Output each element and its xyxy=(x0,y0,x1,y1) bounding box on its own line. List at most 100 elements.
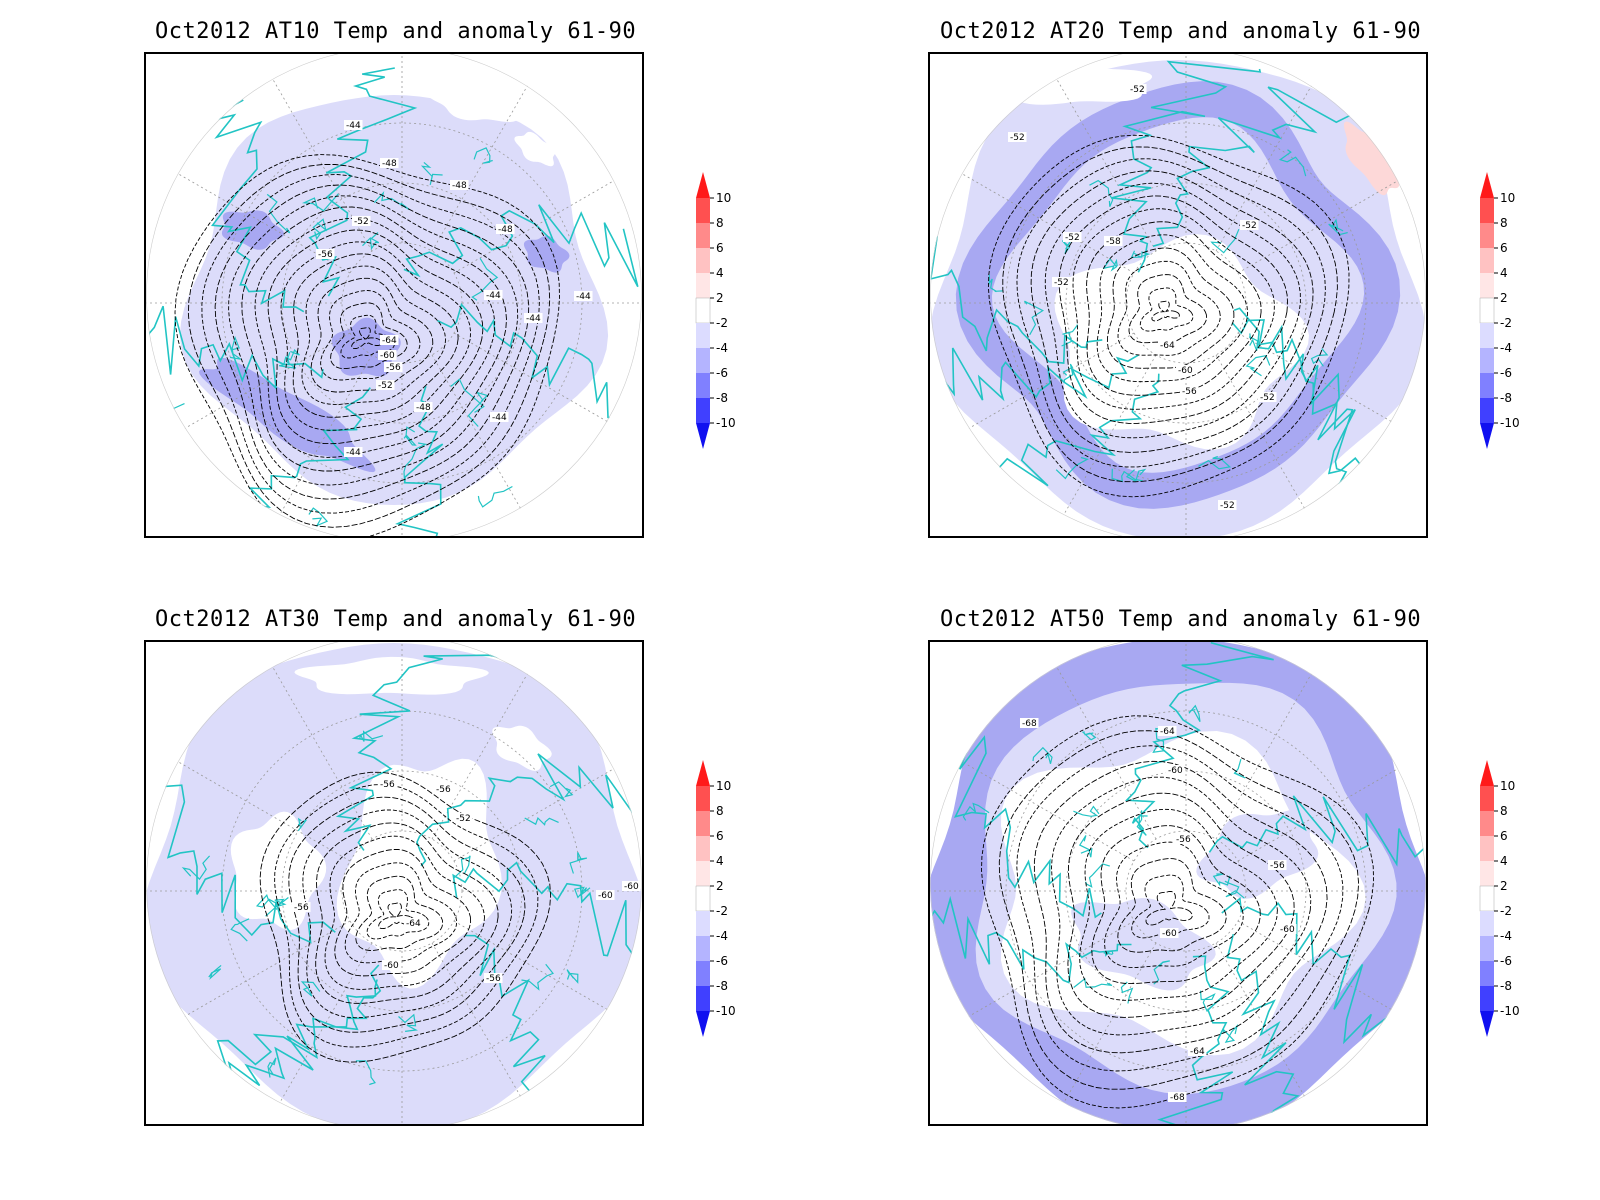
map-content: -52 -52 -52 -58 -52 -52 -64 -60 -56 -52 -52 xyxy=(930,54,1426,536)
border-line xyxy=(1120,981,1134,1004)
colorbar-segment xyxy=(696,811,710,836)
border-line xyxy=(566,969,579,984)
contour-label-bg xyxy=(1240,220,1259,230)
meridian-line xyxy=(1055,354,1157,529)
colorbar: 10 8 6 4 2 -2 -4 -6 -8 -10 xyxy=(695,172,736,449)
contour-label: -56 xyxy=(386,363,401,373)
meridian-line xyxy=(176,172,351,274)
border-line xyxy=(266,193,291,234)
contour-label: -52 xyxy=(354,217,369,227)
contour-line xyxy=(274,784,539,1048)
panel-title: Oct2012 AT30 Temp and anomaly 61-90 xyxy=(155,607,637,632)
coastline xyxy=(953,704,1102,919)
contour-label-bg xyxy=(434,784,453,794)
contour-label: -48 xyxy=(382,159,397,169)
colorbar-label: -2 xyxy=(1500,904,1512,918)
contour-line xyxy=(1051,776,1312,1036)
contour-label: -52 xyxy=(1065,233,1080,243)
colorbar-label: 6 xyxy=(1500,829,1508,843)
colorbar-arrow-bottom xyxy=(696,1011,710,1037)
border-line xyxy=(297,817,307,832)
contour-label: -44 xyxy=(346,121,361,131)
border-line xyxy=(359,730,384,742)
contour-label-bg xyxy=(1160,928,1179,938)
colorbar-segment xyxy=(696,398,710,423)
coastline xyxy=(930,184,1103,364)
contour-line xyxy=(1145,891,1193,926)
contour-label: -56 xyxy=(380,780,395,790)
border-line xyxy=(1130,250,1151,259)
contour-label-bg xyxy=(1218,500,1237,510)
contour-line xyxy=(302,809,513,1019)
meridian-line xyxy=(1055,77,1157,252)
contour-line xyxy=(214,184,530,500)
coastline xyxy=(464,934,563,1124)
contour-line xyxy=(292,253,459,418)
contour-label-bg xyxy=(380,335,399,345)
border-line xyxy=(1089,179,1114,207)
border-line xyxy=(1084,863,1110,888)
coastline xyxy=(1194,934,1300,1124)
contour-label-bg xyxy=(378,779,397,789)
contour-label-bg xyxy=(352,216,371,226)
border-line xyxy=(308,507,329,527)
contour-label-bg xyxy=(596,890,615,900)
colorbar-segment xyxy=(1480,911,1494,936)
contour-label-bg xyxy=(454,813,473,823)
colorbar-segment xyxy=(1480,323,1494,348)
border-line xyxy=(521,963,554,991)
contour-line xyxy=(1139,287,1194,332)
contour-line xyxy=(1067,792,1295,1018)
contour-label: -44 xyxy=(346,448,361,458)
contour-label: -64 xyxy=(1160,727,1175,737)
border-line xyxy=(355,1060,376,1086)
contour-label: -60 xyxy=(1178,366,1193,376)
colorbar-segment xyxy=(1480,398,1494,423)
border-line xyxy=(181,855,211,881)
colorbar-label: 6 xyxy=(1500,241,1508,255)
anomaly-fill xyxy=(1054,234,1309,450)
coastline-group xyxy=(930,60,1381,522)
border-line xyxy=(1210,228,1240,254)
contour-line xyxy=(1016,158,1326,468)
contour-line xyxy=(1117,858,1227,953)
polar-map: -52 -52 -52 -58 -52 -52 -64 -60 -56 -52 -52 xyxy=(928,52,1428,538)
contour-line xyxy=(310,277,434,393)
meridian-line xyxy=(176,760,351,862)
colorbar-label: 2 xyxy=(716,879,724,893)
contour-label: -56 xyxy=(1270,861,1285,871)
colorbar-segment xyxy=(696,198,710,223)
contour-line xyxy=(334,849,472,977)
colorbar-label: -4 xyxy=(716,341,728,355)
colorbar-label: -10 xyxy=(716,416,736,430)
border-line xyxy=(524,817,559,826)
meridian-line xyxy=(176,332,351,434)
meridian-line xyxy=(1237,920,1412,1022)
anomaly-fill xyxy=(523,235,570,273)
map-boundary xyxy=(930,54,1426,536)
colorbar-label: 4 xyxy=(716,266,724,280)
colorbar-segment xyxy=(696,836,710,861)
colorbar: 10 8 6 4 2 -2 -4 -6 -8 -10 xyxy=(1479,760,1520,1037)
polar-map: -44 -48 -48 -48 -52 -56 -64 -60 -56 -52 -48 -44 -44 -… xyxy=(144,52,644,538)
colorbar-segment xyxy=(1480,861,1494,886)
border-line xyxy=(1198,455,1232,470)
border-line xyxy=(301,193,339,212)
colorbar-label: 2 xyxy=(716,291,724,305)
contour-line xyxy=(1044,182,1301,439)
contour-line xyxy=(340,314,395,359)
contour-label-bg xyxy=(622,881,641,891)
colorbar: 10 8 6 4 2 -2 -4 -6 -8 -10 xyxy=(1479,172,1520,449)
anomaly-fill xyxy=(1071,898,1216,991)
map-content: -68 -64 -60 -56 -56 -60 -60 -64 -68 xyxy=(930,642,1426,1124)
contour-label-bg xyxy=(344,447,363,457)
contour-line xyxy=(315,822,499,1004)
contour-label: -64 xyxy=(1160,341,1175,351)
colorbar-label: 8 xyxy=(1500,804,1508,818)
contour-line xyxy=(1128,274,1208,344)
contour-line xyxy=(998,730,1360,1090)
contour-line xyxy=(987,134,1350,498)
contour-line xyxy=(320,290,421,381)
colorbar-segment xyxy=(696,323,710,348)
contour-label-bg xyxy=(1020,718,1039,728)
